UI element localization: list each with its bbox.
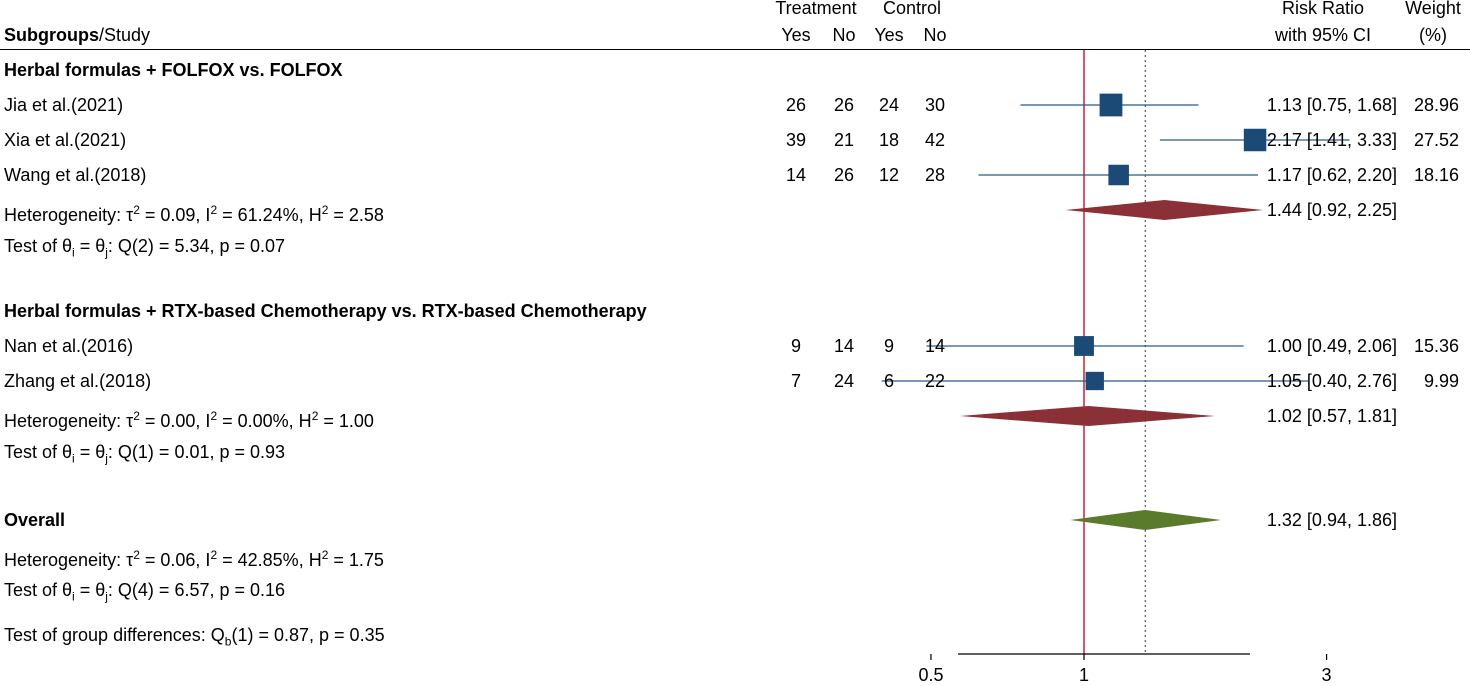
study-4-treatment-no: 14 [833,336,855,356]
i2-value: = 42.85%, H [217,550,322,570]
h2-value: = 1.75 [328,550,384,570]
test-q: : Q(4) = 6.57, p = 0.16 [107,580,286,600]
study-4-label: Nan et al.(2016) [4,336,134,356]
test-prefix: Test of θ [4,236,73,256]
study-5-treatment-no: 24 [833,371,855,391]
het-prefix: Heterogeneity: τ [4,411,134,431]
x-tick-label-2: 3 [1321,665,1332,685]
overall-test: Test of θi = θj: Q(4) = 6.57, p = 0.16 [4,580,286,604]
study-1-treatment-no: 26 [833,95,855,115]
column-header-study: Subgroups/Study [4,24,150,46]
study-3-marker [1108,164,1129,186]
subgroup-1-test: Test of θi = θj: Q(2) = 5.34, p = 0.07 [4,236,286,260]
study-3-treatment-no: 26 [833,165,855,185]
h2-value: = 1.00 [318,411,374,431]
test-q: : Q(2) = 5.34, p = 0.07 [107,236,286,256]
test-eq: = θ [74,580,106,600]
weight-unit-header: (%) [1419,25,1447,45]
subgroup-2-heterogeneity: Heterogeneity: τ2 = 0.00, I2 = 0.00%, H2… [4,409,374,431]
tau2-value: = 0.09, I [139,205,211,225]
control-yes-header: Yes [874,25,904,45]
study-1-control-no: 30 [924,95,946,115]
treatment-yes-header: Yes [781,25,811,45]
subgroup-2-test: Test of θi = θj: Q(1) = 0.01, p = 0.93 [4,442,286,466]
study-2-treatment-yes: 39 [785,130,807,150]
i2-value: = 0.00%, H [217,411,312,431]
subgroup-1-heterogeneity: Heterogeneity: τ2 = 0.09, I2 = 61.24%, H… [4,203,384,225]
study-3-ci-text: 1.17 [0.62, 2.20] [1266,165,1397,185]
study-3-weight: 18.16 [1413,165,1459,185]
study-2-control-yes: 18 [878,130,900,150]
study-5-label: Zhang et al.(2018) [4,371,152,391]
study-3-control-yes: 12 [878,165,900,185]
weight-header: Weight [1405,0,1461,18]
study-5-control-no: 22 [924,371,946,391]
control-no-header: No [923,25,947,45]
gdiff-values: (1) = 0.87, p = 0.35 [231,625,385,645]
test-prefix: Test of θ [4,442,73,462]
i2-value: = 61.24%, H [217,205,322,225]
treatment-header: Treatment [775,0,857,18]
study-2-label: Xia et al.(2021) [4,130,127,150]
subgroup-1-diamond [1065,200,1264,220]
het-prefix: Heterogeneity: τ [4,550,134,570]
het-prefix: Heterogeneity: τ [4,205,134,225]
study-5-ci-text: 1.05 [0.40, 2.76] [1266,371,1397,391]
treatment-no-header: No [832,25,856,45]
study-1-treatment-yes: 26 [785,95,807,115]
study-2-weight: 27.52 [1413,130,1459,150]
study-1-ci-text: 1.13 [0.75, 1.68] [1266,95,1397,115]
column-header-subgroups: Subgroups [4,25,99,45]
study-4-treatment-yes: 9 [790,336,801,356]
x-tick-label-0: 0.5 [918,665,944,685]
group-difference-test: Test of group differences: Qb(1) = 0.87,… [4,625,385,649]
control-header: Control [882,0,942,18]
test-q: : Q(1) = 0.01, p = 0.93 [107,442,286,462]
subgroup-1-pooled-ci: 1.44 [0.92, 2.25] [1266,200,1397,220]
subgroup-2-diamond [959,406,1216,426]
study-1-weight: 28.96 [1413,95,1459,115]
study-4-marker [1074,336,1094,356]
study-4-ci-text: 1.00 [0.49, 2.06] [1266,336,1397,356]
study-5-weight: 9.99 [1423,371,1459,391]
study-1-marker [1099,93,1123,117]
study-3-treatment-yes: 14 [785,165,807,185]
study-2-control-no: 42 [924,130,946,150]
x-tick-label-1: 1 [1078,665,1089,685]
gdiff-prefix: Test of group differences: Q [4,625,225,645]
study-4-control-no: 14 [924,336,946,356]
study-4-control-yes: 9 [883,336,894,356]
h2-value: = 2.58 [328,205,384,225]
tau2-value: = 0.06, I [139,550,211,570]
risk-ratio-header: Risk Ratio [1281,0,1365,18]
study-2-treatment-no: 21 [833,130,855,150]
overall-pooled-ci: 1.32 [0.94, 1.86] [1266,510,1397,530]
study-1-label: Jia et al.(2021) [4,95,124,115]
study-2-marker [1243,128,1267,152]
subgroup-2-pooled-ci: 1.02 [0.57, 1.81] [1266,406,1397,426]
ci-header: with 95% CI [1274,25,1372,45]
overall-heterogeneity: Heterogeneity: τ2 = 0.06, I2 = 42.85%, H… [4,548,384,570]
study-3-control-no: 28 [924,165,946,185]
study-5-marker [1085,371,1104,391]
header-rule [0,49,1470,50]
subgroup-2-title: Herbal formulas + RTX-based Chemotherapy… [4,301,647,321]
overall-diamond [1070,510,1222,530]
study-1-control-yes: 24 [878,95,900,115]
column-header-study-suffix: /Study [99,25,151,45]
study-3-label: Wang et al.(2018) [4,165,147,185]
test-eq: = θ [74,236,106,256]
subgroup-1-title: Herbal formulas + FOLFOX vs. FOLFOX [4,60,343,80]
study-5-treatment-yes: 7 [790,371,801,391]
study-4-weight: 15.36 [1413,336,1459,356]
study-2-ci-text: 2.17 [1.41, 3.33] [1266,130,1397,150]
tau2-value: = 0.00, I [139,411,211,431]
study-5-control-yes: 6 [883,371,894,391]
test-eq: = θ [74,442,106,462]
test-prefix: Test of θ [4,580,73,600]
overall-title: Overall [4,510,66,530]
